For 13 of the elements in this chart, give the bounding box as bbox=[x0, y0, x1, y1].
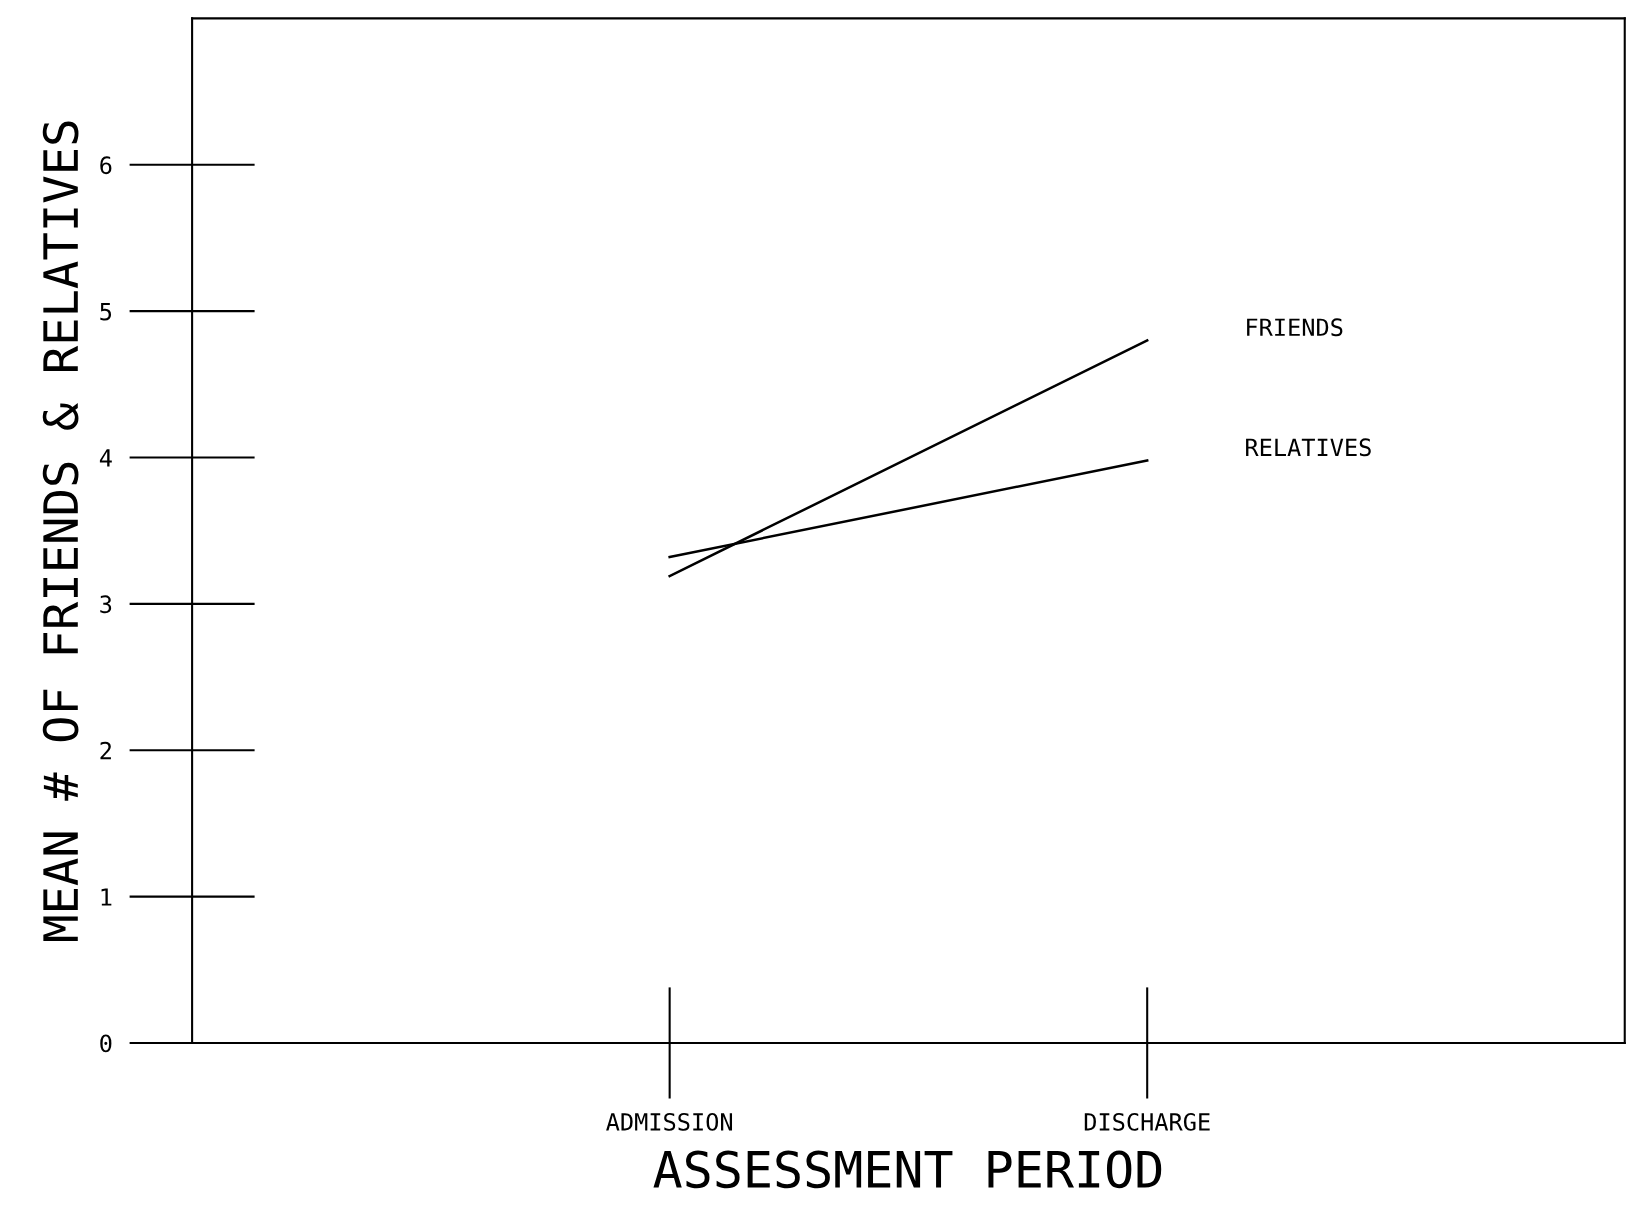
y-tick-label: 6 bbox=[100, 156, 112, 175]
text: FRIENDS bbox=[1247, 318, 1343, 337]
text: RELATIVES bbox=[1246, 438, 1371, 457]
y-tick-label: 0 bbox=[100, 1034, 112, 1053]
y-tick-label: 5 bbox=[100, 302, 112, 321]
y-axis-title: MEAN # OF FRIENDS & RELATIVES bbox=[42, 121, 79, 941]
y-tick-label: 3 bbox=[100, 595, 112, 614]
y-tick-label: 2 bbox=[100, 741, 111, 760]
y-tick-label: 4 bbox=[99, 449, 112, 467]
x-tick-label: DISCHARGE bbox=[1084, 1112, 1210, 1131]
y-tick-label: 1 bbox=[101, 888, 112, 906]
x-tick-label: ADMISSION bbox=[606, 1112, 733, 1131]
x-axis-title: ASSESSMENT PERIOD bbox=[653, 1150, 1162, 1189]
